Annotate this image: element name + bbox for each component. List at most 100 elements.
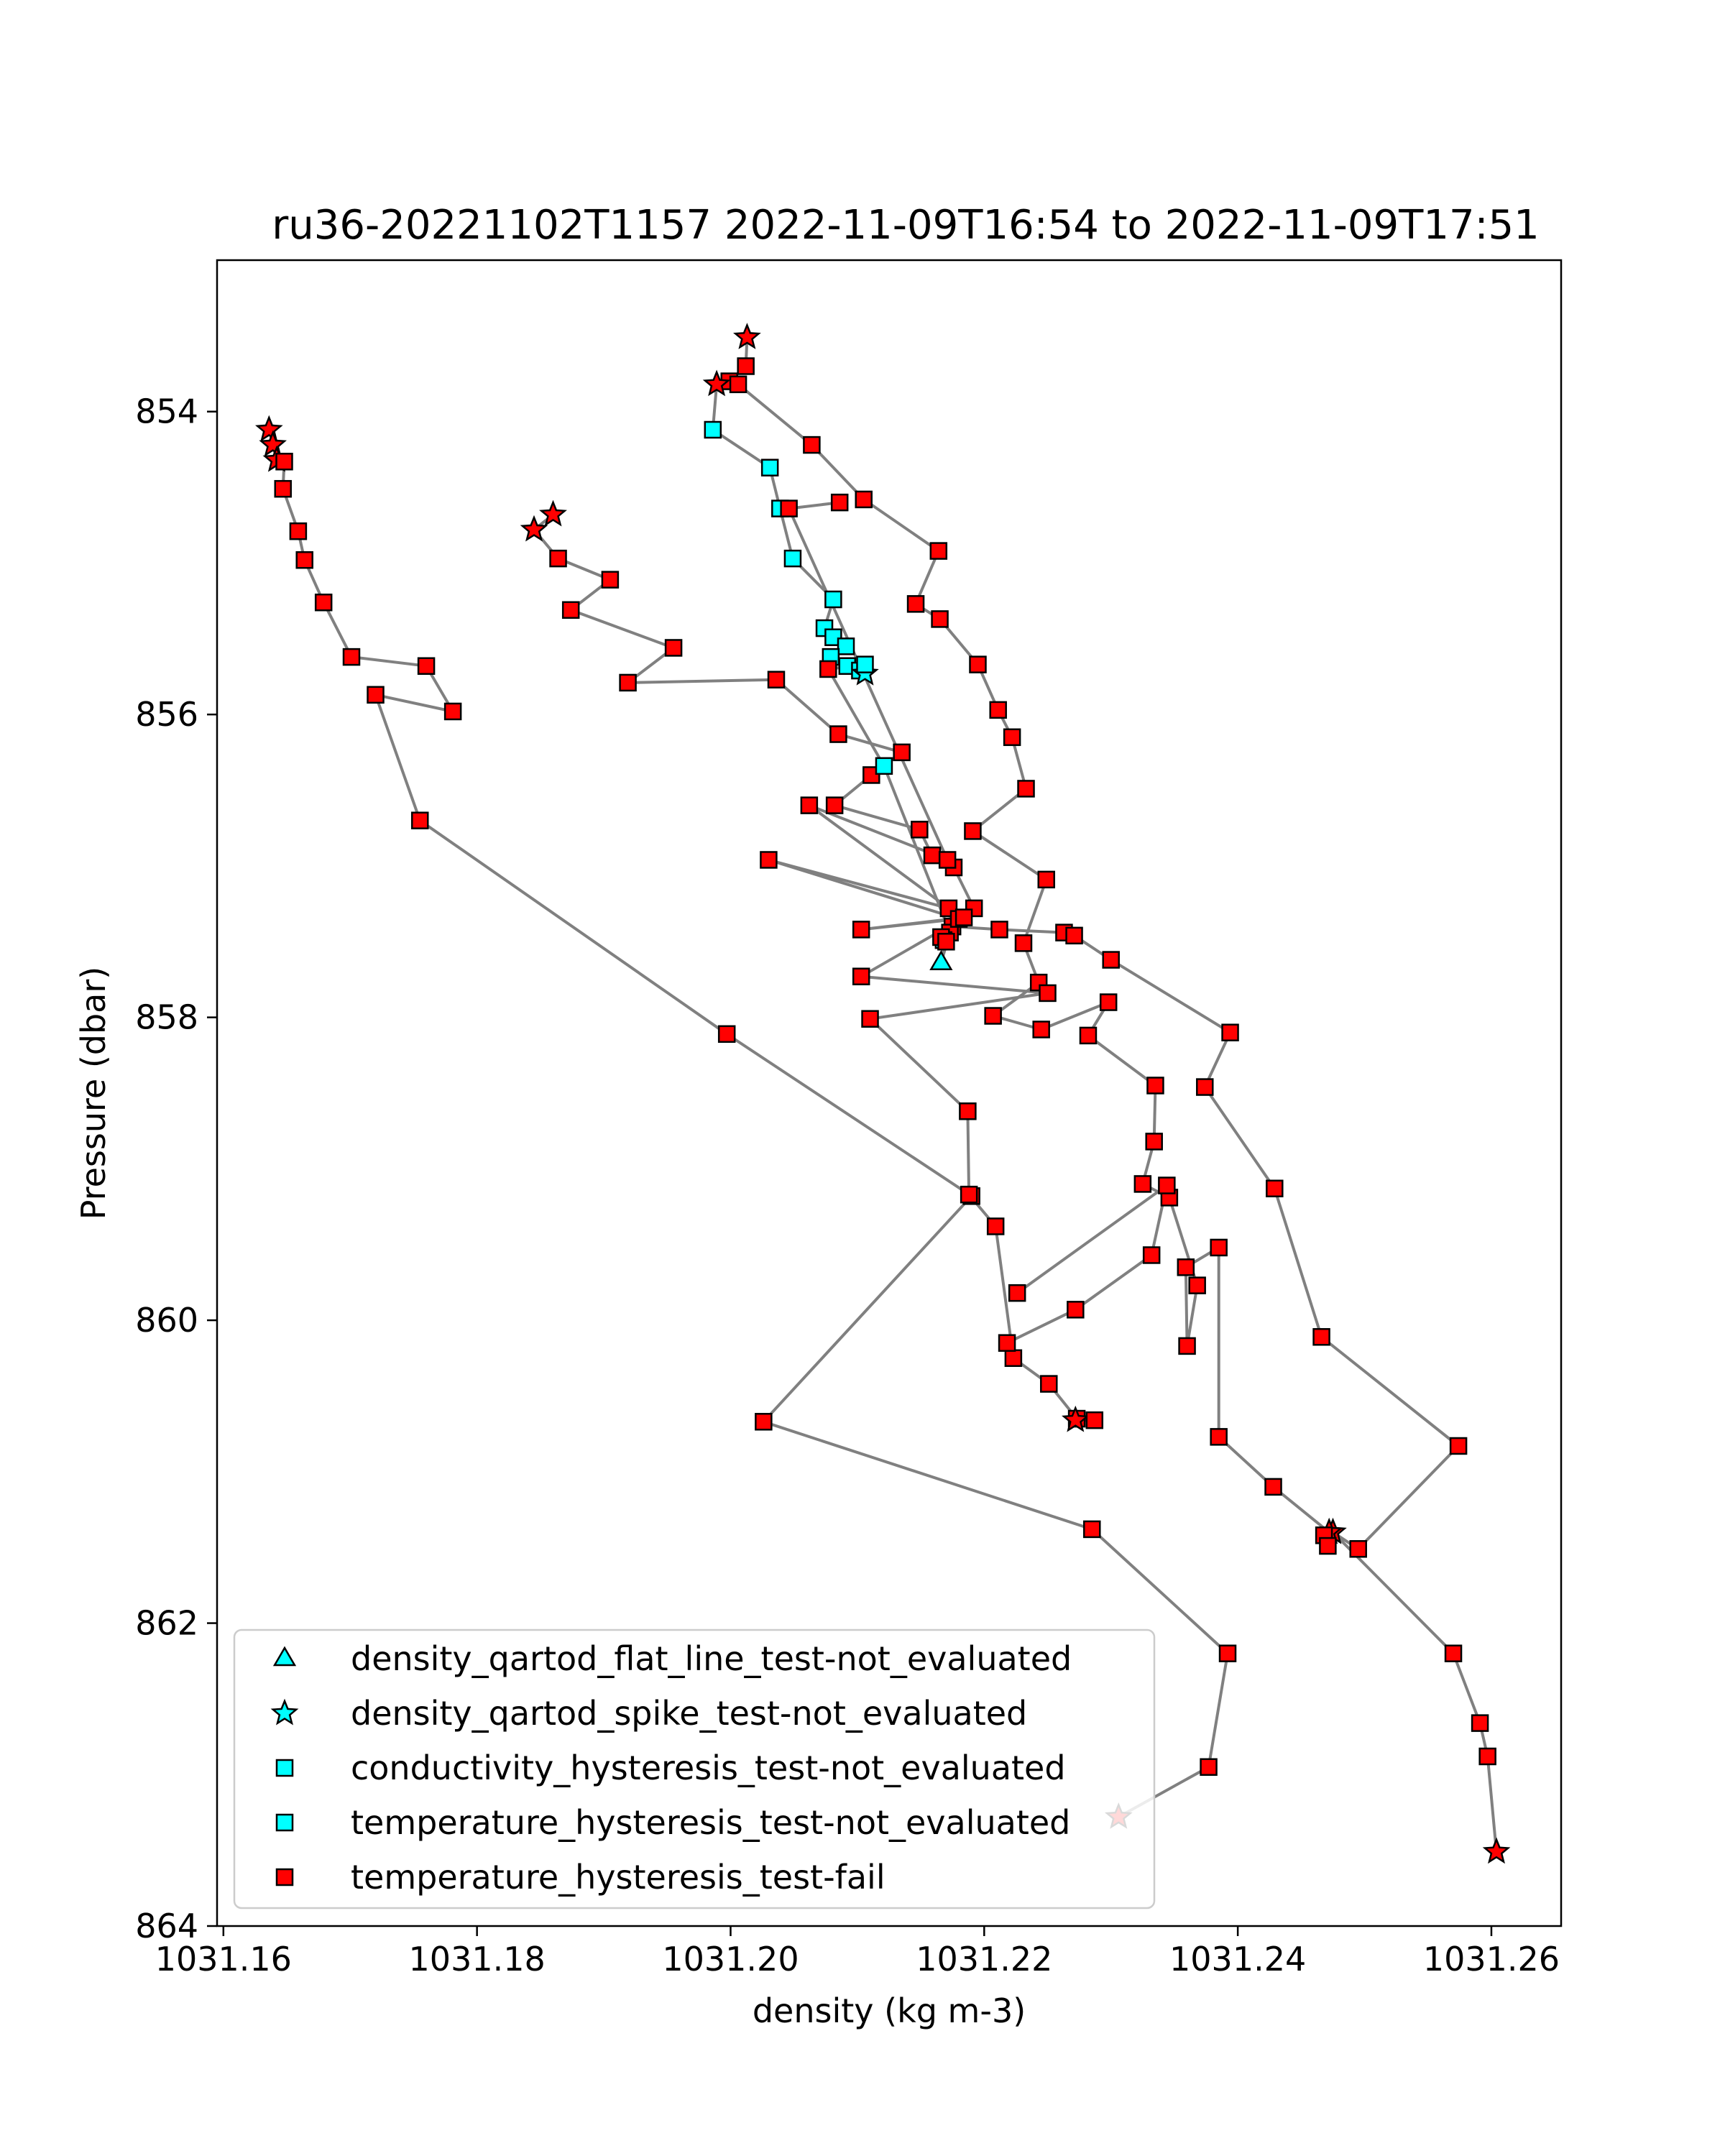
data-point-square xyxy=(1039,984,1057,1003)
data-point-square xyxy=(274,479,292,498)
data-point-star xyxy=(1062,1405,1090,1432)
data-point-square xyxy=(1067,1301,1085,1319)
data-point-square xyxy=(1083,1520,1101,1539)
data-point-square xyxy=(1188,1276,1206,1294)
data-point-square xyxy=(906,595,925,613)
data-point-square xyxy=(1264,1478,1282,1496)
data-point-square xyxy=(937,933,955,951)
data-point-square xyxy=(1085,1411,1104,1429)
data-point-square xyxy=(443,702,462,721)
data-point-square xyxy=(783,549,802,568)
chart-title: ru36-20221102T1157 2022-11-09T16:54 to 2… xyxy=(272,202,1539,249)
data-point-square xyxy=(1004,1349,1023,1368)
data-point-square xyxy=(1177,1258,1195,1276)
series-line-5 xyxy=(767,501,1095,1422)
data-point-star xyxy=(702,369,731,397)
data-point-square xyxy=(367,686,385,704)
data-point-square xyxy=(1210,1428,1228,1446)
data-point-square xyxy=(760,851,778,869)
data-point-square xyxy=(989,701,1007,719)
y-axis-label: Pressure (dbar) xyxy=(74,967,113,1220)
legend-marker-square xyxy=(275,1813,294,1832)
legend-marker-star xyxy=(270,1698,299,1726)
y-tick-label: 864 xyxy=(135,1907,198,1945)
data-point-square xyxy=(760,459,779,476)
data-point-square xyxy=(1040,1375,1058,1393)
y-tick-label: 856 xyxy=(135,695,198,734)
data-point-square xyxy=(1037,870,1056,889)
series-lines xyxy=(267,337,1498,1852)
data-point-square xyxy=(1196,1078,1214,1096)
data-point-square xyxy=(959,1102,977,1120)
x-tick-label: 1031.18 xyxy=(409,1940,546,1978)
data-point-square xyxy=(861,1010,879,1028)
data-point-square xyxy=(704,420,722,439)
data-point-square xyxy=(1133,1175,1152,1193)
data-point-square xyxy=(986,1217,1005,1235)
data-point-square xyxy=(1266,1179,1284,1198)
data-point-square xyxy=(1145,1133,1163,1151)
data-point-square xyxy=(780,499,798,517)
data-point-square xyxy=(411,811,429,829)
data-point-square xyxy=(893,743,911,762)
x-axis-label: density (kg m-3) xyxy=(753,1991,1026,2030)
data-point-square xyxy=(1099,993,1118,1011)
data-point-square xyxy=(837,637,855,655)
data-point-square xyxy=(830,493,849,512)
data-point-square xyxy=(929,542,948,560)
data-point-square xyxy=(911,821,929,839)
data-point-square xyxy=(856,655,874,673)
data-point-square xyxy=(852,967,870,985)
data-point-square xyxy=(825,796,844,814)
y-axis: 854 856 858 860 862 864 xyxy=(135,392,217,1945)
data-point-square xyxy=(938,851,957,869)
data-point-square xyxy=(1471,1714,1489,1732)
data-point-square xyxy=(314,593,333,612)
data-point-square xyxy=(1158,1176,1176,1194)
data-point-square xyxy=(1449,1437,1468,1455)
data-point-square xyxy=(737,357,755,375)
x-tick-label: 1031.26 xyxy=(1423,1940,1560,1978)
data-point-square xyxy=(1017,780,1035,798)
y-tick-label: 854 xyxy=(135,392,198,431)
data-point-square xyxy=(960,1185,978,1204)
data-point-square xyxy=(1079,1026,1098,1045)
data-point-square xyxy=(819,660,837,678)
data-point-square xyxy=(1008,1284,1026,1302)
data-point-square xyxy=(1003,728,1021,747)
series-line-6 xyxy=(1006,1184,1169,1345)
data-point-square xyxy=(755,1413,773,1431)
data-point-square xyxy=(875,757,893,775)
data-point-square xyxy=(601,571,620,589)
plot-area xyxy=(216,259,1563,1927)
data-point-square xyxy=(561,601,580,619)
data-point-square xyxy=(1319,1537,1337,1555)
plot-frame xyxy=(216,259,1563,1927)
data-point-star xyxy=(255,415,283,442)
legend-marker-square xyxy=(275,1759,294,1777)
data-point-square xyxy=(664,639,683,657)
data-point-square xyxy=(964,822,982,840)
data-point-square xyxy=(289,522,308,540)
data-point-square xyxy=(1221,1023,1239,1041)
data-point-square xyxy=(824,590,842,609)
y-tick-label: 858 xyxy=(135,998,198,1037)
data-point-square xyxy=(717,1025,736,1044)
y-tick-label: 862 xyxy=(135,1604,198,1643)
data-point-square xyxy=(1444,1644,1463,1662)
legend-frame xyxy=(233,1628,1156,1909)
data-point-star xyxy=(1482,1837,1511,1864)
data-point-square xyxy=(852,921,870,939)
data-point-square xyxy=(800,796,819,814)
data-point-square xyxy=(619,673,637,692)
data-point-square xyxy=(829,725,847,743)
data-point-square xyxy=(855,490,873,509)
x-tick-label: 1031.24 xyxy=(1169,1940,1306,1978)
data-point-square xyxy=(1102,951,1120,969)
data-point-square xyxy=(1014,934,1033,952)
x-tick-label: 1031.20 xyxy=(662,1940,799,1978)
y-tick-label: 860 xyxy=(135,1301,198,1340)
data-point-square xyxy=(1178,1337,1196,1355)
legend-label: conductivity_hysteresis_test-not_evaluat… xyxy=(351,1749,1066,1787)
